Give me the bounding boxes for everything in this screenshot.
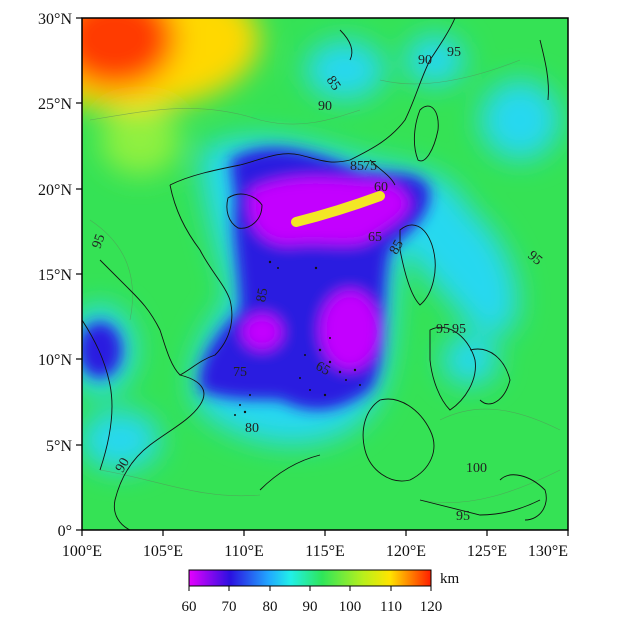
latitude-labels: 0° 5°N 10°N 15°N 20°N 25°N 30°N xyxy=(38,11,72,540)
islands xyxy=(234,260,361,416)
contour-label: 85 xyxy=(350,159,364,174)
lat-label: 5°N xyxy=(46,438,72,455)
colorbar-tick: 120 xyxy=(420,599,443,615)
colorbar-tick: 90 xyxy=(303,599,318,615)
contour-label: 95 xyxy=(447,45,461,60)
colorbar: 60 70 80 90 100 110 120 km xyxy=(182,569,460,615)
contour-label: 95 xyxy=(90,232,109,250)
lon-label: 105°E xyxy=(143,543,183,560)
colorbar-tick: 60 xyxy=(182,599,197,615)
lat-label: 10°N xyxy=(38,352,72,369)
lat-label: 0° xyxy=(58,523,72,540)
contour-label: 95 xyxy=(456,509,470,524)
colorbar-tick: 80 xyxy=(263,599,278,615)
lon-label: 125°E xyxy=(467,543,507,560)
contour-lines xyxy=(89,59,561,503)
contour-label: 100 xyxy=(466,461,487,476)
coastlines xyxy=(82,18,549,530)
colorbar-unit: km xyxy=(440,571,460,587)
lon-label: 100°E xyxy=(62,543,102,560)
contour-label: 75 xyxy=(233,365,247,380)
contour-label: 95 xyxy=(452,322,466,337)
axis-ticks xyxy=(76,17,569,536)
lat-label: 15°N xyxy=(38,267,72,284)
contour-label: 60 xyxy=(374,180,388,195)
contour-label: 90 xyxy=(418,53,432,68)
lat-label: 25°N xyxy=(38,96,72,113)
contour-label: 75 xyxy=(363,159,377,174)
lat-label: 30°N xyxy=(38,11,72,28)
colorbar-gradient xyxy=(188,569,432,587)
depth-field xyxy=(82,18,568,530)
lon-label: 120°E xyxy=(386,543,426,560)
longitude-labels: 100°E 105°E 110°E 115°E 120°E 125°E 130°… xyxy=(62,543,568,560)
colorbar-tick: 100 xyxy=(339,599,362,615)
lat-label: 20°N xyxy=(38,182,72,199)
contour-label: 85 xyxy=(387,238,407,258)
contour-label: 90 xyxy=(113,456,133,476)
highlighted-band xyxy=(291,191,385,227)
contour-label: 85 xyxy=(254,287,271,303)
lon-label: 130°E xyxy=(528,543,568,560)
contour-label: 65 xyxy=(313,359,333,379)
contour-label: 80 xyxy=(245,421,259,436)
contour-label: 90 xyxy=(318,99,332,114)
lon-label: 110°E xyxy=(224,543,264,560)
colorbar-tick: 110 xyxy=(380,599,402,615)
lon-label: 115°E xyxy=(305,543,345,560)
contour-label: 65 xyxy=(368,230,382,245)
contour-label: 95 xyxy=(436,322,450,337)
contour-labels: 95 90 85 90 95 95 85 85 75 60 65 85 95 9… xyxy=(90,45,545,524)
colorbar-tick: 70 xyxy=(222,599,237,615)
